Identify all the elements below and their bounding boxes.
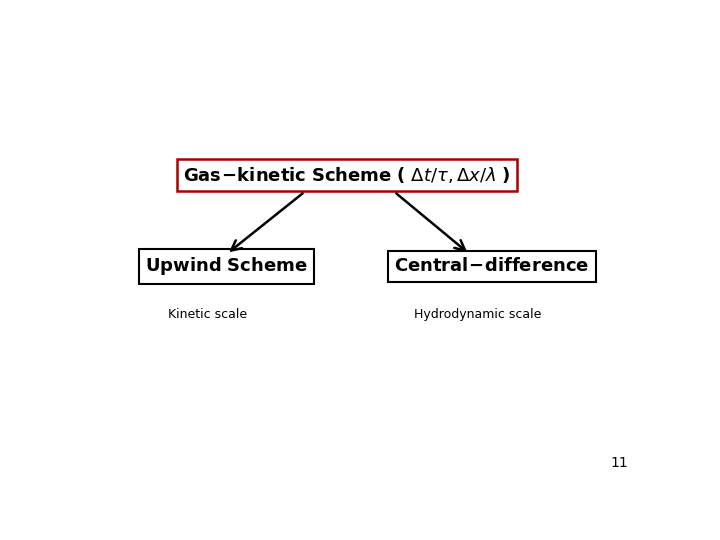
Text: Kinetic scale: Kinetic scale [168, 308, 247, 321]
Text: $\mathbf{Upwind\ Scheme}$: $\mathbf{Upwind\ Scheme}$ [145, 255, 308, 278]
Text: $\mathbf{Central\!-\!difference}$: $\mathbf{Central\!-\!difference}$ [394, 258, 590, 275]
Text: Hydrodynamic scale: Hydrodynamic scale [414, 308, 541, 321]
Text: $\mathbf{Gas\!-\!kinetic\ Scheme\ (}$ $\Delta t/\tau,\Delta x/\lambda$ $\mathbf{: $\mathbf{Gas\!-\!kinetic\ Scheme\ (}$ $\… [183, 165, 510, 185]
Text: 11: 11 [611, 456, 629, 470]
